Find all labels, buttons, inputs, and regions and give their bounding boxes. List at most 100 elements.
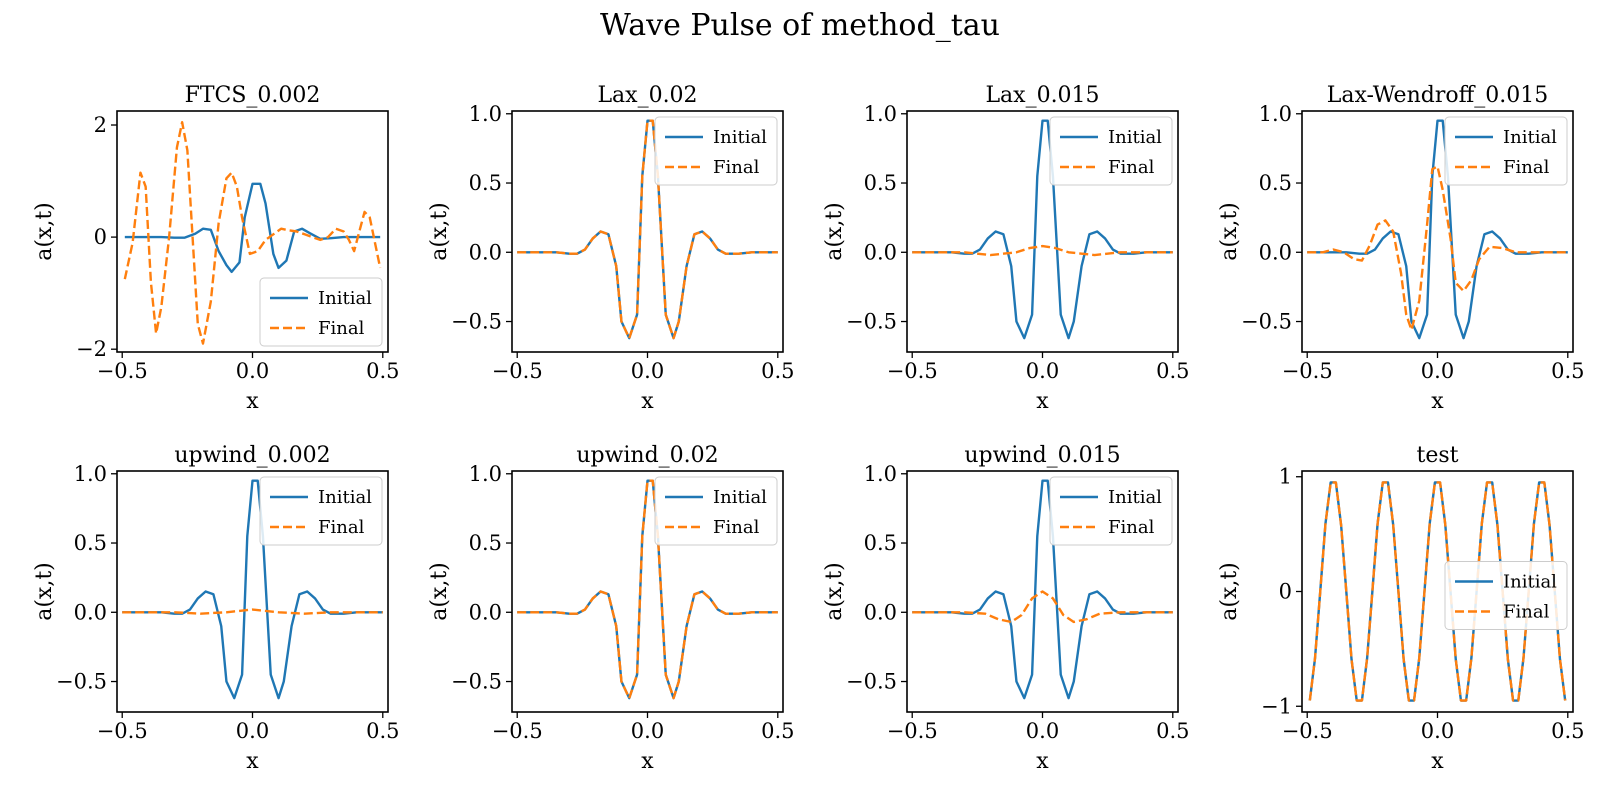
series-line-initial	[124, 182, 381, 274]
legend-label-final: Final	[713, 517, 760, 538]
y-tick-label: 0.0	[864, 600, 897, 624]
y-tick-label: 0.5	[469, 531, 502, 555]
y-tick-label: 0	[94, 225, 107, 249]
x-tick-label: −0.5	[492, 719, 543, 743]
subplot-title: Lax_0.015	[985, 83, 1099, 108]
x-tick-label: −0.5	[887, 719, 938, 743]
y-tick-label: −0.5	[846, 670, 897, 694]
x-tick-label: 0.5	[761, 359, 794, 383]
subplot-2: −0.5 0.0 0.5 −0.5 0.0 0.5 1.0 x a(x,t) Lax_0.02 In…	[427, 83, 794, 414]
x-tick-label: −0.5	[97, 719, 148, 743]
x-tick-label: 0.5	[1551, 359, 1584, 383]
legend: Initial Final	[1444, 116, 1568, 186]
subplot-title: test	[1417, 443, 1459, 468]
y-tick-label: 0.0	[864, 240, 897, 264]
x-tick-label: −0.5	[887, 359, 938, 383]
figure-title: Wave Pulse of method_tau	[600, 8, 1000, 43]
subplot-title: Lax-Wendroff_0.015	[1327, 83, 1548, 108]
subplot-title: upwind_0.002	[174, 443, 330, 468]
y-axis-label: a(x,t)	[32, 202, 57, 261]
x-tick-label: 0.5	[761, 719, 794, 743]
y-axis-label: a(x,t)	[1217, 562, 1242, 621]
legend-label-final: Final	[1108, 157, 1155, 178]
legend-label-final: Final	[318, 517, 365, 538]
series-line-final	[517, 479, 778, 700]
legend-label-final: Final	[1503, 157, 1550, 178]
x-tick-label: −0.5	[492, 359, 543, 383]
legend: Initial Final	[259, 476, 383, 546]
y-axis-label: a(x,t)	[1217, 202, 1242, 261]
y-tick-label: 0.5	[469, 171, 502, 195]
x-tick-label: 0.0	[1421, 359, 1454, 383]
y-tick-label: −0.5	[846, 310, 897, 334]
legend-label-initial: Initial	[1503, 127, 1557, 148]
x-tick-label: 0.5	[366, 719, 399, 743]
x-axis-label: x	[641, 389, 654, 414]
y-axis-label: a(x,t)	[822, 202, 847, 261]
x-axis-label: x	[246, 749, 259, 774]
legend: Initial Final	[1049, 476, 1173, 546]
legend-label-initial: Initial	[713, 487, 767, 508]
subplot-7: −0.5 0.0 0.5 −0.5 0.0 0.5 1.0 x a(x,t) upwind_0.0…	[822, 443, 1189, 774]
y-tick-label: −0.5	[451, 670, 502, 694]
x-tick-label: 0.0	[1026, 719, 1059, 743]
y-tick-label: −2	[76, 337, 107, 361]
y-tick-label: −1	[1261, 694, 1292, 718]
x-axis-label: x	[1431, 749, 1444, 774]
subplot-title: upwind_0.015	[964, 443, 1120, 468]
legend-label-final: Final	[713, 157, 760, 178]
x-tick-label: 0.5	[1156, 359, 1189, 383]
legend: Initial Final	[1049, 116, 1173, 186]
x-tick-label: −0.5	[1282, 359, 1333, 383]
legend-label-initial: Initial	[318, 487, 372, 508]
y-axis-label: a(x,t)	[427, 202, 452, 261]
legend: Initial Final	[654, 476, 778, 546]
subplot-title: FTCS_0.002	[185, 83, 321, 108]
legend-label-initial: Initial	[318, 288, 372, 309]
y-tick-label: 1.0	[864, 462, 897, 486]
x-tick-label: 0.0	[236, 359, 269, 383]
x-axis-label: x	[641, 749, 654, 774]
series-line-final	[122, 608, 383, 615]
x-tick-label: 0.5	[366, 359, 399, 383]
y-axis-label: a(x,t)	[32, 562, 57, 621]
x-axis-label: x	[246, 389, 259, 414]
y-tick-label: 0.5	[74, 531, 107, 555]
legend-label-initial: Initial	[1108, 487, 1162, 508]
y-tick-label: 0	[1279, 580, 1292, 604]
y-tick-label: 0.0	[469, 600, 502, 624]
y-tick-label: 0.5	[864, 171, 897, 195]
series-line-final	[1307, 165, 1568, 332]
y-axis-label: a(x,t)	[822, 562, 847, 621]
y-tick-label: 2	[94, 113, 107, 137]
y-tick-label: 1.0	[469, 462, 502, 486]
x-tick-label: 0.5	[1551, 719, 1584, 743]
y-tick-label: 1.0	[469, 102, 502, 126]
legend-label-final: Final	[318, 318, 365, 339]
legend-label-final: Final	[1108, 517, 1155, 538]
subplot-6: −0.5 0.0 0.5 −0.5 0.0 0.5 1.0 x a(x,t) upwind_0.0…	[427, 443, 794, 774]
y-tick-label: −0.5	[451, 310, 502, 334]
legend: Initial Final	[259, 277, 383, 347]
x-tick-label: 0.0	[631, 359, 664, 383]
x-tick-label: 0.0	[631, 719, 664, 743]
y-tick-label: 0.5	[1259, 171, 1292, 195]
y-tick-label: 0.0	[74, 600, 107, 624]
subplot-8: −0.5 0.0 0.5 −1 0 1 x a(x,t) test Initial Final	[1217, 443, 1584, 774]
y-tick-label: −0.5	[56, 670, 107, 694]
subplot-1: −0.5 0.0 0.5 −2 0 2 x a(x,t) FTCS_0.002 Initial Fi…	[32, 83, 399, 414]
legend-label-final: Final	[1503, 602, 1550, 623]
y-tick-label: 0.0	[1259, 240, 1292, 264]
legend: Initial Final	[1444, 561, 1568, 630]
x-tick-label: 0.0	[1026, 359, 1059, 383]
subplot-title: upwind_0.02	[576, 443, 718, 468]
x-tick-label: −0.5	[1282, 719, 1333, 743]
series-line-final	[123, 121, 382, 345]
subplot-5: −0.5 0.0 0.5 −0.5 0.0 0.5 1.0 x a(x,t) upwind_0.0…	[32, 443, 399, 774]
x-axis-label: x	[1036, 749, 1049, 774]
y-tick-label: 1.0	[74, 462, 107, 486]
y-tick-label: 1.0	[1259, 102, 1292, 126]
y-axis-label: a(x,t)	[427, 562, 452, 621]
